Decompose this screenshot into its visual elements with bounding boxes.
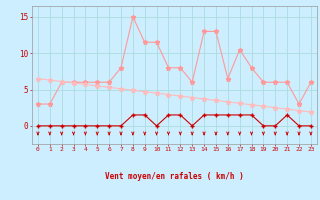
X-axis label: Vent moyen/en rafales ( km/h ): Vent moyen/en rafales ( km/h )	[105, 172, 244, 181]
